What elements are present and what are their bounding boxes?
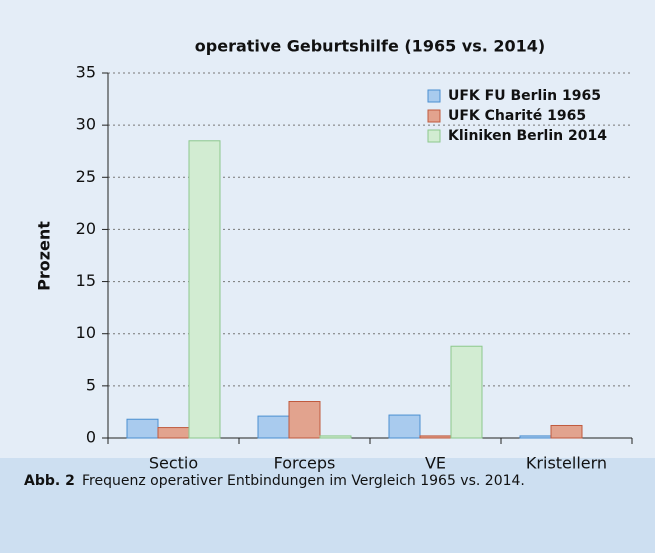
bar bbox=[319, 435, 352, 439]
y-axis-label: Prozent bbox=[35, 221, 54, 291]
y-tick-label: 25 bbox=[76, 167, 96, 186]
bar bbox=[188, 140, 221, 439]
y-tick-label: 0 bbox=[86, 428, 96, 447]
legend-label: UFK Charité 1965 bbox=[448, 108, 586, 124]
bar bbox=[126, 418, 159, 439]
y-tick-label: 15 bbox=[76, 271, 96, 290]
x-tick-label: VE bbox=[425, 454, 446, 473]
legend-label: Kliniken Berlin 2014 bbox=[448, 128, 607, 144]
bar bbox=[550, 424, 583, 439]
x-tick-label: Forceps bbox=[274, 454, 336, 473]
caption-label: Abb. 2 bbox=[24, 473, 75, 489]
chart-title: operative Geburtshilfe (1965 vs. 2014) bbox=[195, 37, 545, 56]
legend-swatch bbox=[427, 129, 441, 143]
y-tick-label: 30 bbox=[76, 115, 96, 134]
caption-band bbox=[0, 458, 655, 553]
legend-swatch bbox=[427, 89, 441, 103]
legend-swatch bbox=[427, 109, 441, 123]
x-tick-label: Kristellern bbox=[526, 454, 607, 473]
y-tick-label: 5 bbox=[86, 375, 96, 394]
bar bbox=[419, 435, 452, 439]
bar bbox=[450, 345, 483, 439]
x-tick-label: Sectio bbox=[149, 454, 198, 473]
bar bbox=[519, 435, 552, 439]
legend-label: UFK FU Berlin 1965 bbox=[448, 88, 601, 104]
y-tick-label: 20 bbox=[76, 219, 96, 238]
y-tick-label: 35 bbox=[76, 63, 96, 82]
bar bbox=[288, 401, 321, 439]
bar bbox=[157, 427, 190, 439]
bar bbox=[388, 414, 421, 439]
bar bbox=[257, 415, 290, 439]
caption-text: Frequenz operativer Entbindungen im Verg… bbox=[82, 473, 525, 489]
y-tick-label: 10 bbox=[76, 323, 96, 342]
